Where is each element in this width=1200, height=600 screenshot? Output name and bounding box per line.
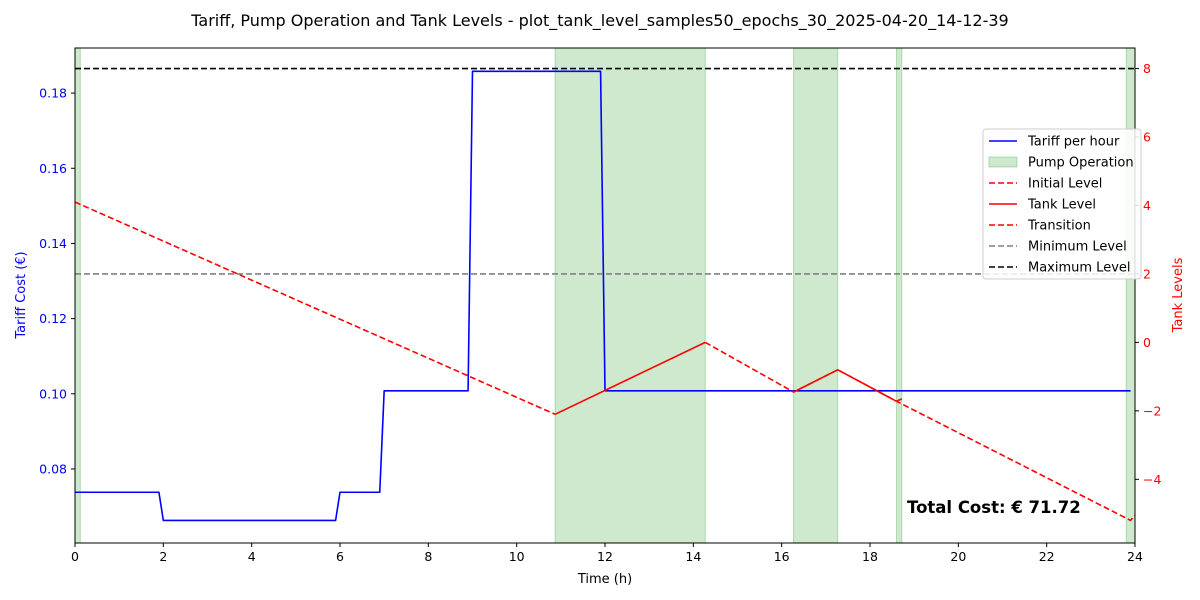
- total-cost-annotation: Total Cost: € 71.72: [907, 498, 1081, 517]
- series-line-tank-level-2: [554, 341, 706, 416]
- y-right-tick-label-5: 6: [1143, 130, 1151, 145]
- plot-area: [75, 48, 1135, 543]
- y-left-tick-label-5: 0.18: [39, 86, 67, 101]
- axes: 0 2 4 6 8 10 12 14 16 18 20 22 240.080.100.120.140.1…: [39, 47, 1161, 564]
- series-line-tariff-per-hour-0: [75, 70, 1131, 522]
- x-axis-label: Time (h): [577, 572, 632, 587]
- legend-label-transition: Transition: [1027, 219, 1091, 234]
- series-line-transition-3: [704, 341, 1135, 522]
- y-right-tick-label-0: −4: [1143, 472, 1161, 487]
- y-left-tick-label-2: 0.12: [39, 311, 67, 326]
- x-tick-label-12: 12: [597, 549, 613, 564]
- legend-label-pump-operation: Pump Operation: [1028, 156, 1134, 171]
- y-right-tick-label-3: 2: [1143, 266, 1151, 281]
- y-right-tick-label-2: 0: [1143, 335, 1151, 350]
- legend-label-tariff-per-hour: Tariff per hour: [1027, 135, 1120, 150]
- pump-operation-span-2: [793, 48, 839, 543]
- y-right-tick-label-1: −2: [1143, 403, 1161, 418]
- legend-label-initial-level: Initial Level: [1028, 177, 1102, 192]
- pump-operation-span-4: [1125, 48, 1135, 543]
- series-line-initial-level-1: [75, 201, 556, 416]
- x-tick-label-0: 0: [71, 549, 79, 564]
- y-left-tick-label-4: 0.16: [39, 161, 67, 176]
- series-line-tank-level-4: [793, 368, 903, 403]
- pump-operation-span-0: [75, 48, 81, 543]
- legend-swatch-pump-operation: [988, 156, 1018, 168]
- y-left-tick-label-3: 0.14: [39, 236, 67, 251]
- y-axis-right-label: Tank Levels: [1171, 257, 1186, 333]
- legend-label-tank-level: Tank Level: [1027, 198, 1096, 213]
- pump-operation-span-3: [896, 48, 903, 543]
- y-right-tick-label-6: 8: [1143, 61, 1151, 76]
- legend: Tariff per hour Pump Operation Initial Lev…: [982, 128, 1142, 280]
- x-tick-label-22: 22: [1039, 549, 1055, 564]
- x-tick-label-20: 20: [950, 549, 966, 564]
- y-axis-left-label: Tariff Cost (€): [14, 251, 29, 339]
- x-tick-label-10: 10: [509, 549, 525, 564]
- legend-label-minimum-level: Minimum Level: [1028, 240, 1127, 255]
- x-tick-label-6: 6: [336, 549, 344, 564]
- y-left-tick-label-0: 0.08: [39, 461, 67, 476]
- x-tick-label-18: 18: [862, 549, 878, 564]
- x-tick-label-16: 16: [774, 549, 790, 564]
- x-tick-label-8: 8: [424, 549, 432, 564]
- y-right-tick-label-4: 4: [1143, 198, 1151, 213]
- chart-title: Tariff, Pump Operation and Tank Levels -…: [190, 11, 1008, 31]
- x-tick-label-4: 4: [248, 549, 256, 564]
- legend-label-maximum-level: Maximum Level: [1028, 261, 1131, 276]
- pump-operation-span-1: [554, 48, 706, 543]
- legend-box: [982, 128, 1142, 280]
- x-tick-label-14: 14: [685, 549, 701, 564]
- y-left-tick-label-1: 0.10: [39, 386, 67, 401]
- x-tick-label-24: 24: [1127, 549, 1143, 564]
- plot-content: [75, 48, 1135, 543]
- x-tick-label-2: 2: [159, 549, 167, 564]
